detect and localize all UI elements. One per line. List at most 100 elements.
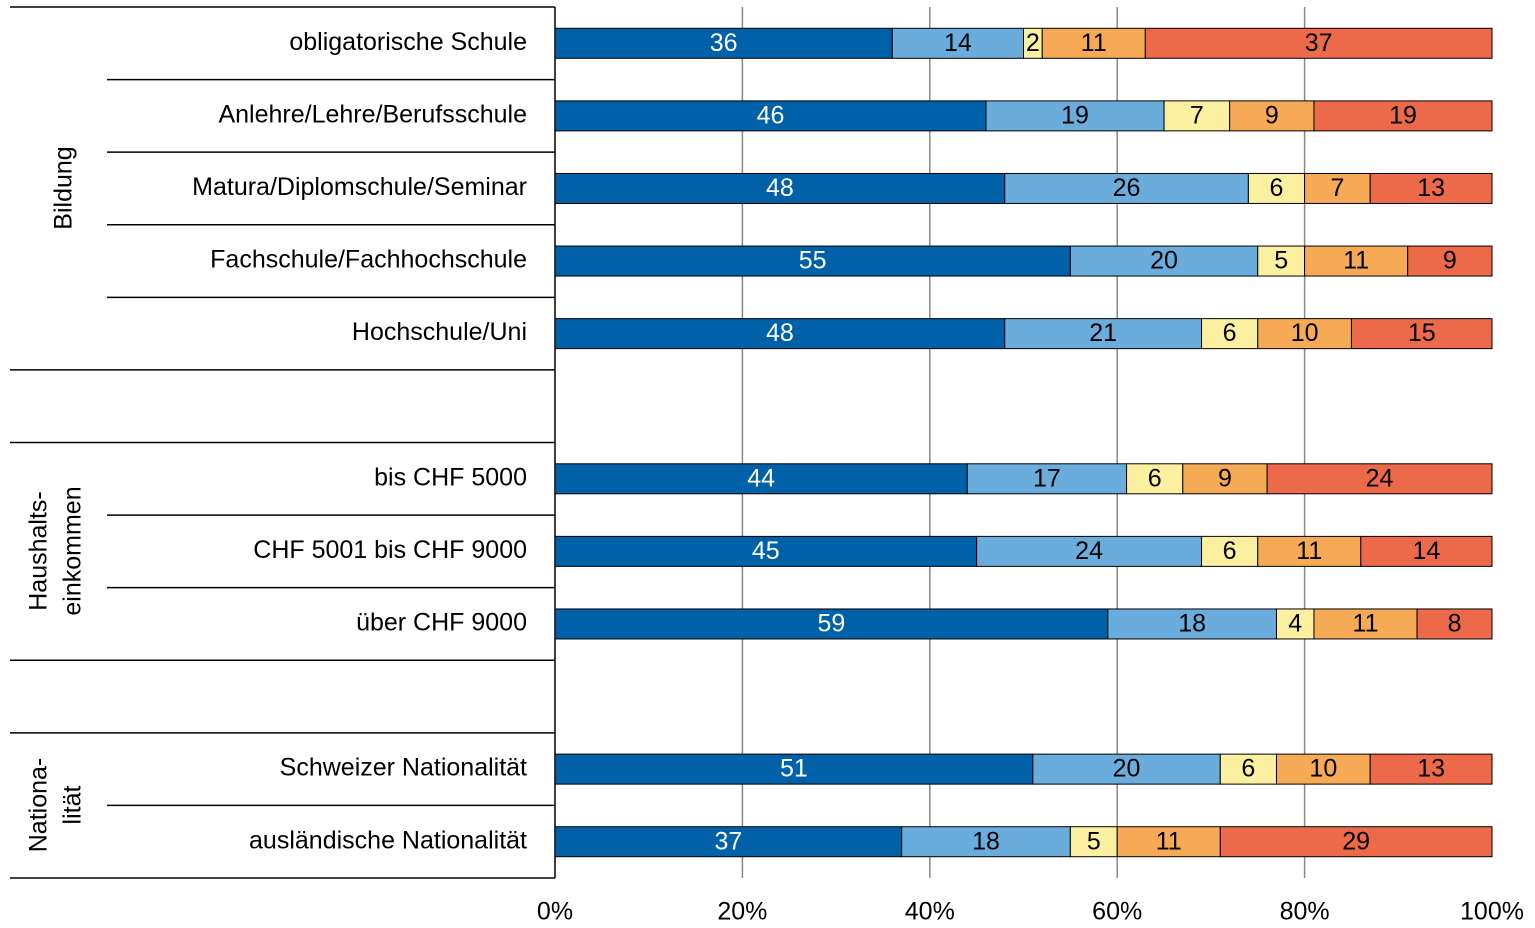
data-label: 11 [1296, 537, 1322, 565]
group-label-line: Bildung [50, 146, 78, 229]
data-label: 2 [1026, 29, 1040, 57]
category-label: über CHF 9000 [356, 609, 527, 637]
data-label: 13 [1417, 174, 1445, 202]
bar-segment [554, 318, 1006, 350]
data-label: 18 [972, 827, 1000, 855]
x-tick-label: 100% [1460, 898, 1524, 926]
x-tick-label: 80% [1280, 898, 1330, 926]
data-label: 24 [1366, 464, 1394, 492]
bar-segment [554, 753, 1034, 785]
x-tick-label: 60% [1092, 898, 1142, 926]
category-label: Anlehre/Lehre/Berufsschule [218, 100, 527, 128]
bar-segment [1407, 245, 1493, 277]
bar-segment [1369, 753, 1493, 785]
bar-segment [554, 463, 968, 495]
data-label: 37 [714, 827, 742, 855]
data-label: 36 [710, 29, 738, 57]
category-label: obligatorische Schule [289, 28, 527, 56]
bar-segment [1201, 535, 1259, 567]
bar-segment [554, 608, 1109, 640]
data-label: 10 [1309, 755, 1337, 783]
data-label: 11 [1156, 827, 1182, 855]
bar-segment [1369, 172, 1493, 204]
bar-segment [1266, 463, 1493, 495]
bar-segment [1247, 172, 1306, 204]
bar-segment [554, 172, 1006, 204]
group-label: Haushalts- einkommen [25, 486, 87, 615]
data-label: 8 [1448, 610, 1462, 638]
bar-segment [1126, 463, 1184, 495]
bar-segment [1416, 608, 1493, 640]
bar-segment [1219, 753, 1277, 785]
data-label: 6 [1270, 174, 1284, 202]
category-label: CHF 5001 bis CHF 9000 [253, 536, 527, 564]
bar-segment [1004, 318, 1203, 350]
group-label: Nationa- lität [25, 758, 87, 853]
category-label: Schweizer Nationalität [280, 754, 527, 782]
bar-segment [1257, 318, 1352, 350]
data-label: 13 [1417, 755, 1445, 783]
group-label-line: lität [59, 785, 87, 824]
bar-segment [1304, 172, 1371, 204]
data-label: 5 [1274, 247, 1288, 275]
data-label: 9 [1443, 247, 1457, 275]
bar-segment [1360, 535, 1493, 567]
data-label: 5 [1087, 827, 1101, 855]
data-label: 11 [1343, 247, 1369, 275]
data-label: 11 [1353, 610, 1379, 638]
bar-segment [1069, 245, 1259, 277]
data-label: 11 [1081, 29, 1107, 57]
x-tick-label: 20% [717, 898, 767, 926]
data-label: 6 [1223, 319, 1237, 347]
group-label-line: Nationa- [25, 758, 53, 853]
bar-segment [891, 27, 1024, 59]
bar-segment [901, 826, 1071, 858]
bar-segment [1182, 463, 1268, 495]
data-label: 19 [1061, 101, 1089, 129]
data-label: 45 [752, 537, 780, 565]
category-label: Matura/Diplomschule/Seminar [192, 173, 527, 201]
data-label: 26 [1113, 174, 1141, 202]
bar-segment [1041, 27, 1146, 59]
data-label: 51 [780, 755, 808, 783]
category-label: bis CHF 5000 [374, 463, 527, 491]
category-label: Fachschule/Fachhochschule [210, 246, 527, 274]
data-label: 6 [1223, 537, 1237, 565]
data-label: 10 [1291, 319, 1319, 347]
data-label: 19 [1389, 101, 1417, 129]
bar-segment [976, 535, 1203, 567]
group-label: Bildung [50, 146, 78, 229]
bar-segment [1144, 27, 1493, 59]
data-label: 20 [1150, 247, 1178, 275]
data-label: 20 [1113, 755, 1141, 783]
data-label: 59 [818, 610, 846, 638]
bar-segment [1275, 753, 1371, 785]
bar-segment [1116, 826, 1221, 858]
bar-segment [1229, 100, 1315, 132]
data-label: 48 [766, 319, 794, 347]
data-label: 9 [1265, 101, 1279, 129]
bar-segment [966, 463, 1128, 495]
group-label-line: einkommen [59, 486, 87, 615]
data-label: 6 [1241, 755, 1255, 783]
data-label: 21 [1089, 319, 1117, 347]
data-label: 18 [1178, 610, 1206, 638]
data-label: 24 [1075, 537, 1103, 565]
data-label: 7 [1190, 101, 1204, 129]
data-label: 4 [1288, 610, 1302, 638]
bar-segment [1350, 318, 1493, 350]
data-label: 9 [1218, 464, 1232, 492]
data-label: 55 [799, 247, 827, 275]
data-label: 29 [1342, 827, 1370, 855]
data-label: 17 [1033, 464, 1061, 492]
data-label: 48 [766, 174, 794, 202]
bar-segment [1313, 608, 1418, 640]
data-label: 44 [747, 464, 775, 492]
data-label: 7 [1330, 174, 1344, 202]
bar-segment [1004, 172, 1249, 204]
bar-segment [985, 100, 1165, 132]
x-tick-label: 40% [905, 898, 955, 926]
bar-segment [554, 535, 978, 567]
bar-segment [1069, 826, 1118, 858]
